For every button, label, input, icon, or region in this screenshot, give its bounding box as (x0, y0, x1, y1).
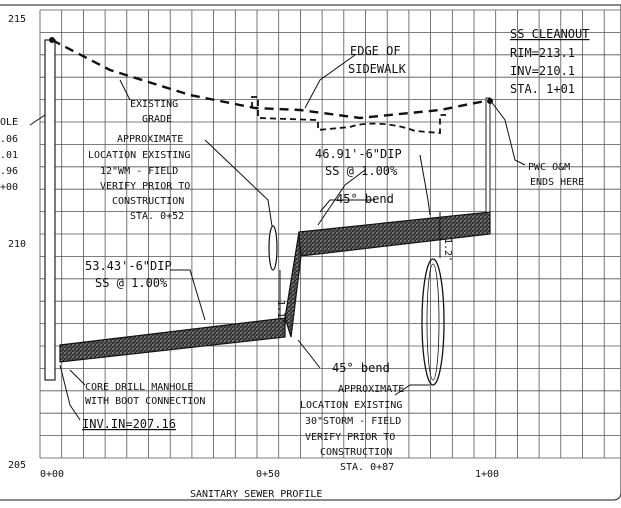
svg-text:APPROXIMATE: APPROXIMATE (117, 134, 183, 145)
svg-text:LOCATION EXISTING: LOCATION EXISTING (300, 400, 402, 411)
station-label-1-00: 1+00 (475, 469, 499, 480)
svg-text:.01: .01 (0, 150, 18, 161)
svg-text:PWC O&M: PWC O&M (528, 162, 570, 173)
svg-text:STA. 0+52: STA. 0+52 (130, 211, 184, 222)
svg-text:46.91'-6"DIP: 46.91'-6"DIP (315, 147, 402, 161)
elevation-label-215: 215 (8, 14, 26, 25)
manhole-wall (44, 39, 56, 381)
svg-text:SIDEWALK: SIDEWALK (348, 62, 407, 76)
svg-text:CORE DRILL MANHOLE: CORE DRILL MANHOLE (85, 382, 193, 393)
bend-lower-label: 45° bend (332, 361, 390, 375)
svg-text:STA. 1+01: STA. 1+01 (510, 82, 575, 96)
svg-text:OLE: OLE (0, 117, 18, 128)
svg-text:SS @ 1.00%: SS @ 1.00% (95, 276, 168, 290)
svg-text:VERIFY PRIOR TO: VERIFY PRIOR TO (100, 181, 190, 192)
pwc-note: PWC O&M ENDS HERE (528, 162, 584, 188)
sidewalk-outline (251, 96, 446, 134)
water-main-ellipse (268, 225, 278, 271)
bend-upper-label: 45° bend (336, 192, 394, 206)
lower-pipe-note: 53.43'-6"DIP SS @ 1.00% (85, 259, 172, 290)
svg-text:SS @ 1.00%: SS @ 1.00% (325, 164, 398, 178)
left-cut-labels: OLE .06 .01 .96 +00 (0, 117, 18, 193)
manhole-note: CORE DRILL MANHOLE WITH BOOT CONNECTION (85, 382, 205, 407)
svg-text:30"STORM - FIELD: 30"STORM - FIELD (305, 416, 401, 427)
svg-text:SS CLEANOUT: SS CLEANOUT (510, 27, 589, 41)
cleanout-marker (487, 98, 493, 104)
upper-pipe-note: 46.91'-6"DIP SS @ 1.00% (315, 147, 402, 178)
riser-pipe (284, 231, 302, 338)
storm-ellipse-inner (426, 263, 440, 381)
profile-grid (39, 9, 620, 459)
existing-grade-marker (49, 37, 55, 43)
dim-right-label: 1.2' (442, 238, 453, 262)
dim-left-label: 1.1' (275, 300, 286, 324)
station-label-0-00: 0+00 (40, 469, 64, 480)
svg-text:WITH BOOT CONNECTION: WITH BOOT CONNECTION (85, 396, 205, 407)
svg-text:VERIFY PRIOR TO: VERIFY PRIOR TO (305, 432, 395, 443)
elevation-label-210: 210 (8, 239, 26, 250)
svg-text:12"WM - FIELD: 12"WM - FIELD (100, 166, 178, 177)
svg-text:EXISTING: EXISTING (130, 99, 178, 110)
storm-ellipse (421, 258, 445, 386)
water-main-note: APPROXIMATE LOCATION EXISTING 12"WM - FI… (88, 134, 190, 222)
svg-text:INV=210.1: INV=210.1 (510, 64, 575, 78)
svg-text:STA. 0+87: STA. 0+87 (340, 462, 394, 473)
storm-note: APPROXIMATE LOCATION EXISTING 30"STORM -… (300, 384, 404, 473)
elevation-label-205: 205 (8, 460, 26, 471)
existing-grade-label: EXISTING GRADE (130, 99, 178, 125)
edge-of-sidewalk-label: EDGE OF SIDEWALK (348, 44, 407, 76)
svg-text:53.43'-6"DIP: 53.43'-6"DIP (85, 259, 172, 273)
upper-pipe (298, 211, 491, 257)
profile-title: SANITARY SEWER PROFILE (190, 489, 322, 500)
svg-text:CONSTRUCTION: CONSTRUCTION (320, 447, 392, 458)
existing-grade-line (51, 38, 491, 120)
svg-text:CONSTRUCTION: CONSTRUCTION (112, 196, 184, 207)
svg-text:.06: .06 (0, 134, 18, 145)
cleanout-callout: SS CLEANOUT RIM=213.1 INV=210.1 STA. 1+0… (510, 27, 589, 96)
svg-text:ENDS HERE: ENDS HERE (530, 177, 584, 188)
svg-text:EDGE OF: EDGE OF (350, 44, 401, 58)
svg-text:APPROXIMATE: APPROXIMATE (338, 384, 404, 395)
svg-text:GRADE: GRADE (142, 114, 172, 125)
svg-text:LOCATION EXISTING: LOCATION EXISTING (88, 150, 190, 161)
svg-text:.96: .96 (0, 166, 18, 177)
svg-text:+00: +00 (0, 182, 18, 193)
station-label-0-50: 0+50 (256, 469, 280, 480)
lower-pipe (59, 317, 286, 363)
svg-text:RIM=213.1: RIM=213.1 (510, 46, 575, 60)
cleanout-wall (485, 97, 491, 215)
inv-in-label: INV.IN=207.16 (82, 417, 176, 431)
leader-lines (29, 54, 526, 421)
